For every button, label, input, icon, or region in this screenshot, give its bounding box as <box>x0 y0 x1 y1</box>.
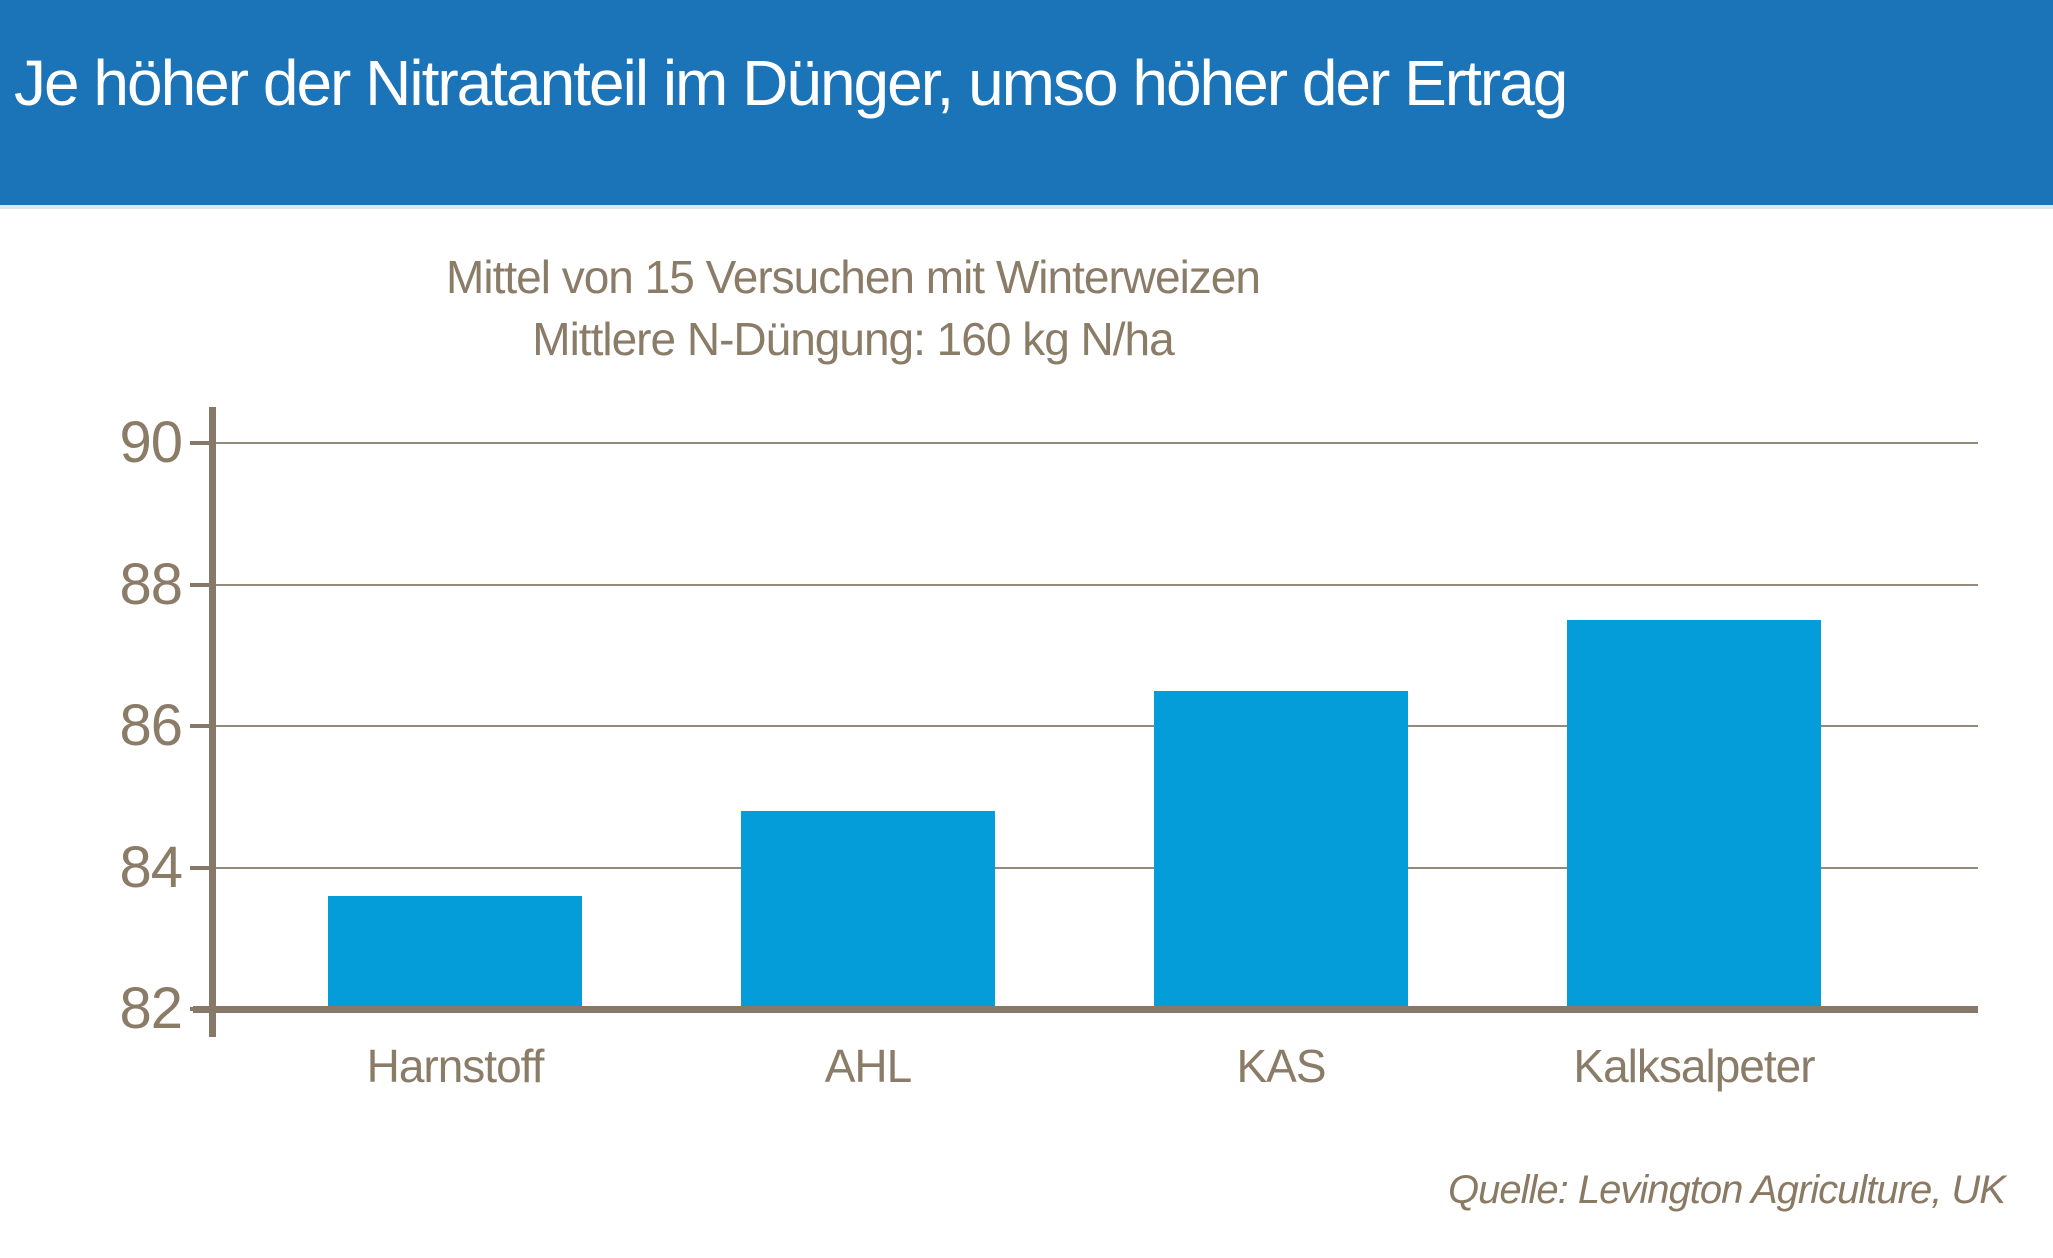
y-tick-label: 82 <box>119 976 183 1041</box>
gridline <box>216 725 1978 727</box>
bar-kas <box>1154 690 1408 1006</box>
chart-title-block: Mittel von 15 Versuchen mit Winterweizen… <box>0 246 1706 370</box>
x-category-label: KAS <box>1236 1040 1326 1092</box>
x-axis-line <box>193 1005 1978 1013</box>
y-tick <box>190 865 216 870</box>
y-tick-label: 84 <box>119 834 183 900</box>
bar-ahl <box>741 810 995 1006</box>
y-tick <box>190 724 216 728</box>
gridline <box>216 866 1978 869</box>
bar-harnstoff <box>328 895 582 1006</box>
y-tick-label: 88 <box>119 551 183 617</box>
page-title: Je höher der Nitratanteil im Dünger, ums… <box>14 47 1568 119</box>
gridline <box>216 583 1978 586</box>
gridline <box>216 442 1978 444</box>
x-category-label: AHL <box>824 1040 912 1092</box>
x-category-label: Harnstoff <box>366 1040 545 1092</box>
chart-title-line1: Mittel von 15 Versuchen mit Winterweizen <box>446 251 1261 303</box>
y-tick <box>190 441 216 445</box>
source-note: Quelle: Levington Agriculture, UK <box>1448 1168 2006 1212</box>
x-category-label: Kalksalpeter <box>1573 1040 1815 1092</box>
bar-kalksalpeter <box>1567 619 1821 1006</box>
header-banner: Je höher der Nitratanteil im Dünger, ums… <box>0 0 2053 209</box>
y-tick <box>190 582 216 587</box>
y-tick-label: 90 <box>119 410 183 475</box>
y-tick-label: 86 <box>119 693 183 758</box>
chart-title-line2: Mittlere N-Düngung: 160 kg N/ha <box>532 313 1174 365</box>
y-axis-line <box>209 407 216 1037</box>
